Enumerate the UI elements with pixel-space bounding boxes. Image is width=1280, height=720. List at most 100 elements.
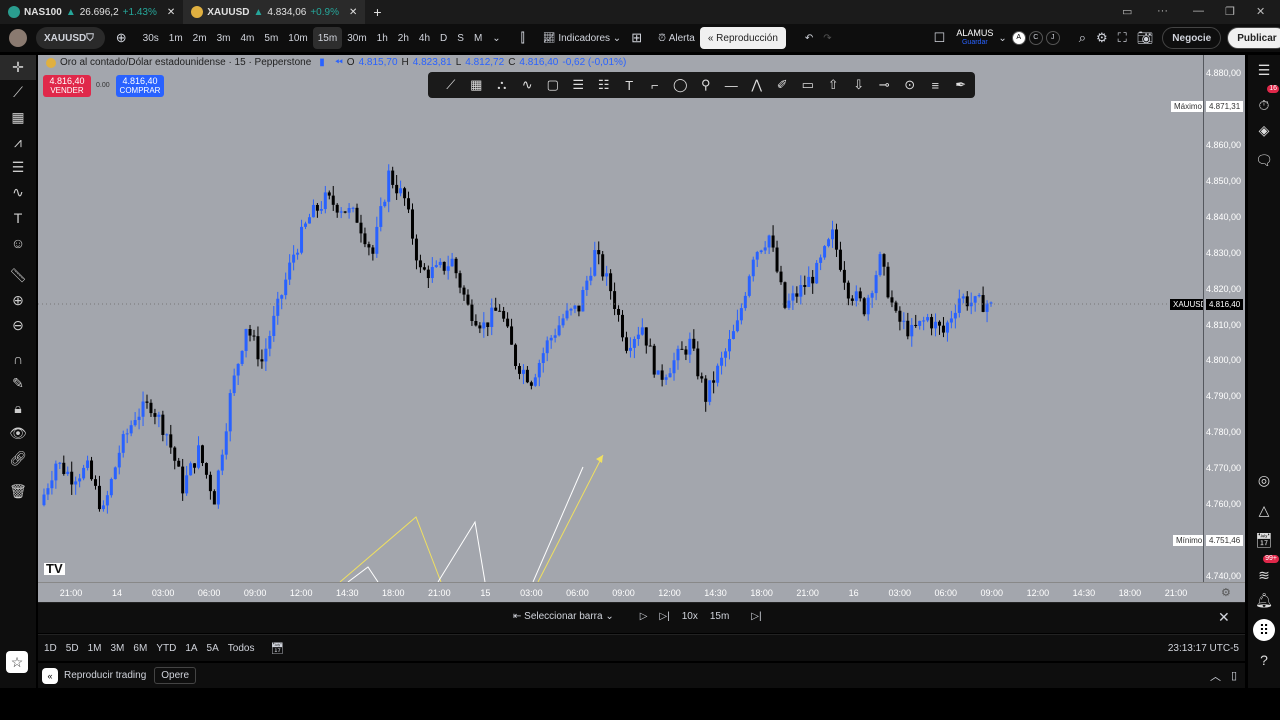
undo-icon[interactable]: ↶ bbox=[804, 32, 814, 44]
grid-icon[interactable]: ▦ bbox=[470, 77, 483, 92]
text-icon[interactable]: T bbox=[13, 209, 23, 226]
tab-nas100[interactable]: NAS100 ▲ 26.696,2 +1.43% ✕ bbox=[0, 0, 183, 24]
fib-channel-icon[interactable]: ☷ bbox=[597, 77, 610, 92]
maximize-panel-icon[interactable]: ▯ bbox=[1230, 670, 1237, 682]
interval-S[interactable]: S bbox=[457, 32, 464, 44]
layout-name[interactable]: ALAMUS Guardar bbox=[956, 29, 993, 47]
layout-square-icon[interactable]: ☐ bbox=[933, 30, 946, 45]
interval-15m[interactable]: 15m bbox=[312, 27, 343, 49]
target-icon[interactable]: ⊙ bbox=[904, 77, 916, 92]
arrow-up-icon[interactable]: ⇧ bbox=[827, 77, 839, 92]
interval-3m[interactable]: 3m bbox=[216, 32, 231, 44]
range-5D[interactable]: 5D bbox=[65, 642, 79, 654]
trash-icon[interactable]: 🗑︎ bbox=[9, 483, 27, 499]
buy-button[interactable]: 4.816,40 COMPRAR bbox=[116, 75, 164, 97]
pattern-icon[interactable]: ⛬ bbox=[497, 77, 507, 92]
interval-30m[interactable]: 30m bbox=[347, 32, 367, 44]
zigzag-icon[interactable]: ∿ bbox=[521, 77, 533, 92]
target-icon[interactable]: ◎ bbox=[1257, 471, 1271, 488]
templates-grid-icon[interactable]: ⊞ bbox=[631, 30, 643, 45]
replay-interval-button[interactable]: 15m bbox=[709, 611, 730, 622]
compare-add-icon[interactable]: ⊕ bbox=[115, 30, 127, 45]
ruler-icon[interactable]: 📏︎ bbox=[9, 267, 27, 283]
text-lines-icon[interactable]: ☰ bbox=[11, 159, 25, 175]
tab-xauusd[interactable]: XAUUSD ▲ 4.834,06 +0.9% ✕ bbox=[183, 0, 366, 24]
quick-search-icon[interactable]: ⌕ bbox=[1078, 30, 1087, 45]
favorites-star-icon[interactable]: ☆ bbox=[6, 651, 28, 673]
layers-icon[interactable]: ◈ bbox=[1258, 121, 1270, 138]
fib-icon[interactable]: ☰ bbox=[572, 77, 585, 92]
minimize-button[interactable]: — bbox=[1193, 5, 1204, 17]
range-5A[interactable]: 5A bbox=[206, 642, 219, 654]
calendar-goto-icon[interactable]: 📅︎ bbox=[270, 642, 285, 655]
watchlist-icon[interactable]: ☰ bbox=[1257, 61, 1271, 78]
settings-icon[interactable]: ⚙︎ bbox=[1221, 587, 1231, 599]
ideas-icon[interactable]: △ bbox=[1258, 501, 1270, 518]
chevron-up-icon[interactable]: ︿ bbox=[1209, 670, 1221, 683]
jump-to-realtime-icon[interactable]: ▷| bbox=[751, 611, 762, 622]
interval-M[interactable]: M bbox=[473, 32, 483, 44]
chat-icon[interactable]: 🗨︎ bbox=[1255, 151, 1273, 168]
close-window-button[interactable]: ✕ bbox=[1256, 6, 1266, 18]
replay-trading-tab[interactable]: Reproducir trading bbox=[64, 670, 147, 681]
range-1M[interactable]: 1M bbox=[87, 642, 102, 654]
pattern-icon[interactable]: ⩘ bbox=[14, 134, 22, 150]
calendar-icon[interactable]: 📅︎ bbox=[1255, 531, 1273, 548]
price-line-icon[interactable]: ⊸ bbox=[878, 77, 890, 92]
crosshair-icon[interactable]: ✛ bbox=[0, 55, 36, 80]
replay-button[interactable]: « Reproducción bbox=[699, 27, 786, 49]
speed-button[interactable]: 10x bbox=[681, 611, 698, 622]
trend-line-icon[interactable]: ⟋ bbox=[13, 84, 23, 100]
line-circle-icon[interactable]: ⚲ bbox=[700, 77, 711, 92]
clock[interactable]: 23:13:17 UTC-5 bbox=[1167, 642, 1239, 654]
news-icon[interactable]: ≋ 99+ bbox=[1258, 555, 1279, 583]
callout-icon[interactable]: ▭ bbox=[801, 77, 814, 92]
lock-icon[interactable]: 🔒︎ bbox=[14, 400, 22, 416]
step-forward-icon[interactable]: ▷| bbox=[659, 611, 670, 622]
path-icon[interactable]: ⌐ bbox=[650, 77, 659, 93]
trade-button[interactable]: Negocie bbox=[1162, 27, 1222, 49]
time-axis[interactable]: ⚙︎ 21:00 14 03:00 06:00 09:00 12:00 14:30 18:00… bbox=[38, 582, 1245, 602]
emoji-icon[interactable]: ☺ bbox=[10, 234, 26, 251]
fib-grid-icon[interactable]: ▦ bbox=[11, 109, 25, 125]
lock-drawing-icon[interactable]: ✎ bbox=[12, 375, 24, 391]
eye-icon[interactable]: 👁︎ bbox=[9, 425, 27, 441]
maximize-button[interactable]: ❐ bbox=[1225, 6, 1235, 18]
sell-button[interactable]: 4.816,40 VENDER bbox=[43, 75, 91, 97]
range-3M[interactable]: 3M bbox=[110, 642, 125, 654]
ellipse-icon[interactable]: ◯ bbox=[672, 77, 688, 92]
play-icon[interactable]: ▷ bbox=[639, 611, 648, 622]
brush-icon[interactable]: ✐ bbox=[776, 77, 788, 92]
camera-icon[interactable]: 📷︎ bbox=[1136, 30, 1154, 45]
alerts-icon[interactable]: ⏱︎ 16 bbox=[1258, 85, 1279, 113]
horizontal-icon[interactable]: — bbox=[724, 77, 738, 93]
close-icon[interactable]: ✕ bbox=[166, 6, 176, 18]
interval-1m[interactable]: 1m bbox=[168, 32, 183, 44]
chart-type-candles-icon[interactable]: ⫿ bbox=[520, 30, 525, 45]
help-icon[interactable]: ? bbox=[1260, 652, 1268, 668]
interval-4m[interactable]: 4m bbox=[240, 32, 255, 44]
fullscreen-icon[interactable]: ⛶ bbox=[1117, 30, 1127, 45]
avatar[interactable] bbox=[9, 29, 27, 47]
arrow-down-icon[interactable]: ⇩ bbox=[853, 77, 865, 92]
range-YTD[interactable]: YTD bbox=[156, 642, 177, 654]
menu-icon[interactable]: ≡ bbox=[931, 77, 940, 93]
chart-pane[interactable]: Oro al contado/Dólar estadounidense · 15… bbox=[38, 55, 1203, 582]
interval-4h[interactable]: 4h bbox=[418, 32, 431, 44]
chevron-down-icon[interactable]: ⌄ bbox=[492, 32, 501, 44]
watchlist-circle-C[interactable]: C bbox=[1028, 31, 1043, 45]
new-tab-button[interactable]: + bbox=[373, 4, 382, 20]
trade-tab[interactable]: Opere bbox=[154, 667, 197, 684]
interval-30s[interactable]: 30s bbox=[142, 32, 159, 44]
magnet-icon[interactable]: ∩ bbox=[12, 350, 24, 367]
watchlist-circle-J[interactable]: J bbox=[1045, 31, 1060, 45]
chevron-down-icon[interactable]: ⌄ bbox=[998, 32, 1007, 44]
link-icon[interactable]: 🔗︎ bbox=[9, 450, 27, 466]
interval-10m[interactable]: 10m bbox=[288, 32, 308, 44]
xabcd-icon[interactable]: ⋀ bbox=[751, 77, 763, 92]
monitor-icon[interactable]: ▭ bbox=[1122, 6, 1133, 18]
close-icon[interactable]: ✕ bbox=[348, 6, 358, 18]
interval-1h[interactable]: 1h bbox=[376, 32, 388, 44]
range-1A[interactable]: 1A bbox=[185, 642, 198, 654]
interval-D[interactable]: D bbox=[440, 32, 448, 44]
